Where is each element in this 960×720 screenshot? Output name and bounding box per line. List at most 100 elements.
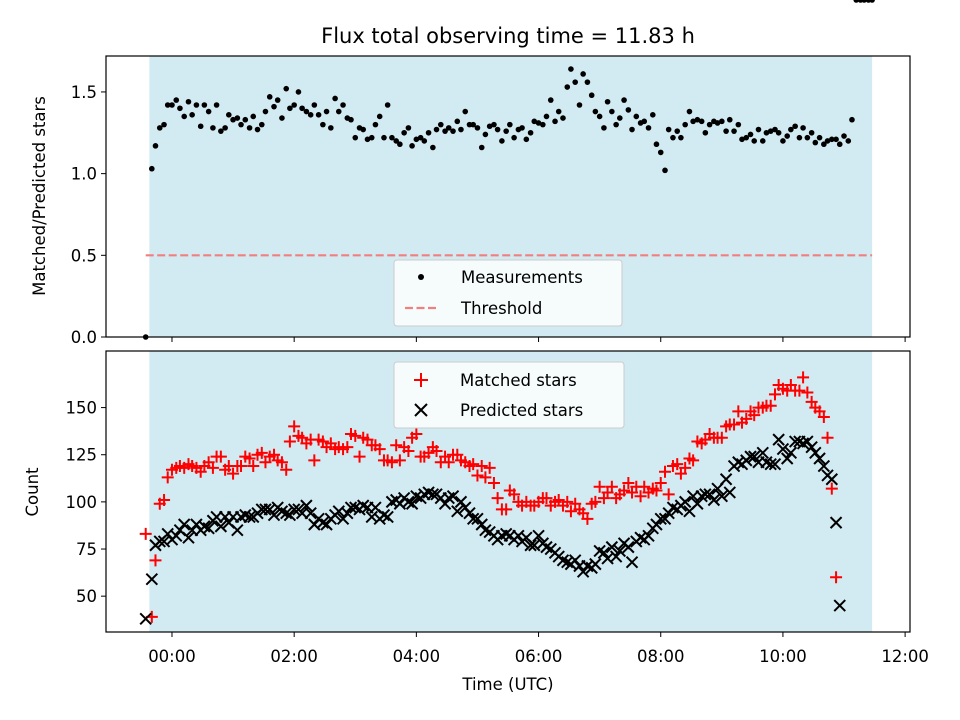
matched-point [740, 412, 753, 425]
measurement-point [291, 102, 297, 108]
predicted-point [381, 510, 394, 524]
matched-point [825, 482, 838, 495]
measurement-point [262, 108, 269, 115]
matched-point [149, 554, 162, 567]
matched-point [247, 460, 260, 473]
measurement-point [193, 102, 200, 108]
matched-point [801, 386, 814, 399]
measurement-point [511, 134, 517, 141]
counts-x-ticks: 00:00 02:00 04:00 06:00 08:00 10:00 12:00 [148, 632, 929, 666]
measurement-point [458, 126, 464, 133]
predicted-point [243, 510, 256, 524]
counts-y-tick-label: 50 [76, 587, 97, 606]
measurement-point [572, 79, 579, 85]
measurement-point [218, 128, 224, 134]
measurement-point [735, 121, 742, 128]
measurement-point [694, 116, 701, 123]
matched-point [214, 450, 227, 463]
counts-y-tick-label: 100 [66, 493, 98, 512]
measurement-point [649, 112, 656, 118]
measurement-point [751, 138, 758, 144]
predicted-point [756, 446, 769, 460]
matched-point [605, 480, 618, 493]
predicted-point [776, 442, 790, 456]
predicted-point [772, 433, 785, 446]
measurement-point [604, 98, 611, 105]
measurement-point [698, 118, 705, 125]
predicted-point [609, 550, 623, 563]
matched-point [255, 446, 268, 459]
measurement-point [535, 120, 542, 126]
measurement-point [360, 126, 367, 133]
measurement-point [323, 108, 330, 115]
measurement-point [767, 128, 774, 134]
measurement-point [225, 112, 232, 118]
measurement-point [543, 113, 550, 120]
measurement-point [702, 129, 709, 136]
measurement-point [271, 103, 277, 110]
measurement-point [816, 134, 823, 141]
matched-point [373, 443, 386, 456]
measurement-point [706, 121, 713, 128]
ratio-y-tick-label: 0.5 [71, 246, 97, 265]
counts-legend: Matched stars Predicted stars [393, 361, 625, 429]
measurement-point [580, 71, 586, 77]
predicted-point [829, 516, 843, 529]
predicted-point [402, 495, 415, 509]
measurement-point [555, 108, 562, 115]
measurements-legend-marker [418, 274, 424, 280]
measurement-point [303, 108, 310, 115]
predicted-point [202, 522, 215, 535]
measurement-point [274, 97, 281, 103]
measurement-point [503, 128, 509, 134]
predicted-point [707, 493, 721, 507]
ratio-x-ticks [171, 337, 906, 342]
matched-point [161, 471, 174, 484]
matched-point [671, 458, 684, 471]
predicted-point [316, 516, 330, 529]
matched-point [206, 461, 219, 474]
measurement-point [596, 113, 603, 120]
predicted-point [813, 452, 826, 465]
measurement-point [315, 112, 322, 118]
measurement-point [686, 108, 693, 115]
predicted-stars-series [140, 433, 846, 626]
predicted-point [691, 497, 704, 510]
matched-point [618, 484, 631, 497]
measurement-point [714, 120, 721, 126]
measurement-point [401, 129, 407, 136]
measurement-point [657, 149, 664, 156]
ratio-legend: Measurements Threshold [393, 259, 623, 327]
measurement-point [552, 118, 558, 125]
predicted-point [622, 540, 635, 554]
measurement-point [592, 108, 599, 115]
measurement-point [454, 118, 461, 125]
measurement-point [201, 102, 208, 108]
measurement-point [759, 138, 766, 144]
measurement-point [861, 0, 867, 3]
matched-point [442, 456, 455, 469]
predicted-point [654, 512, 667, 526]
measurement-point [682, 121, 688, 128]
matched-point [561, 495, 574, 508]
measurement-point [678, 134, 684, 141]
measurement-point [474, 125, 481, 131]
predicted-point [267, 508, 281, 522]
predicted-legend-label: Predicted stars [460, 401, 583, 420]
measurement-point [238, 121, 244, 128]
matched-point [817, 411, 830, 424]
measurement-point [845, 138, 852, 144]
measurement-point [169, 102, 175, 108]
matched-point [471, 469, 484, 482]
measurement-point [808, 129, 815, 136]
counts-axes-frame [105, 350, 911, 633]
measurement-point [625, 107, 632, 113]
matched-point [687, 454, 700, 467]
matched-legend-label: Matched stars [460, 371, 577, 390]
ratio-y-tick-label: 1.0 [71, 165, 97, 184]
measurement-point [266, 94, 273, 100]
measurement-point [409, 143, 415, 149]
matched-point [139, 527, 152, 540]
predicted-point [259, 503, 272, 516]
measurement-point [340, 102, 346, 108]
